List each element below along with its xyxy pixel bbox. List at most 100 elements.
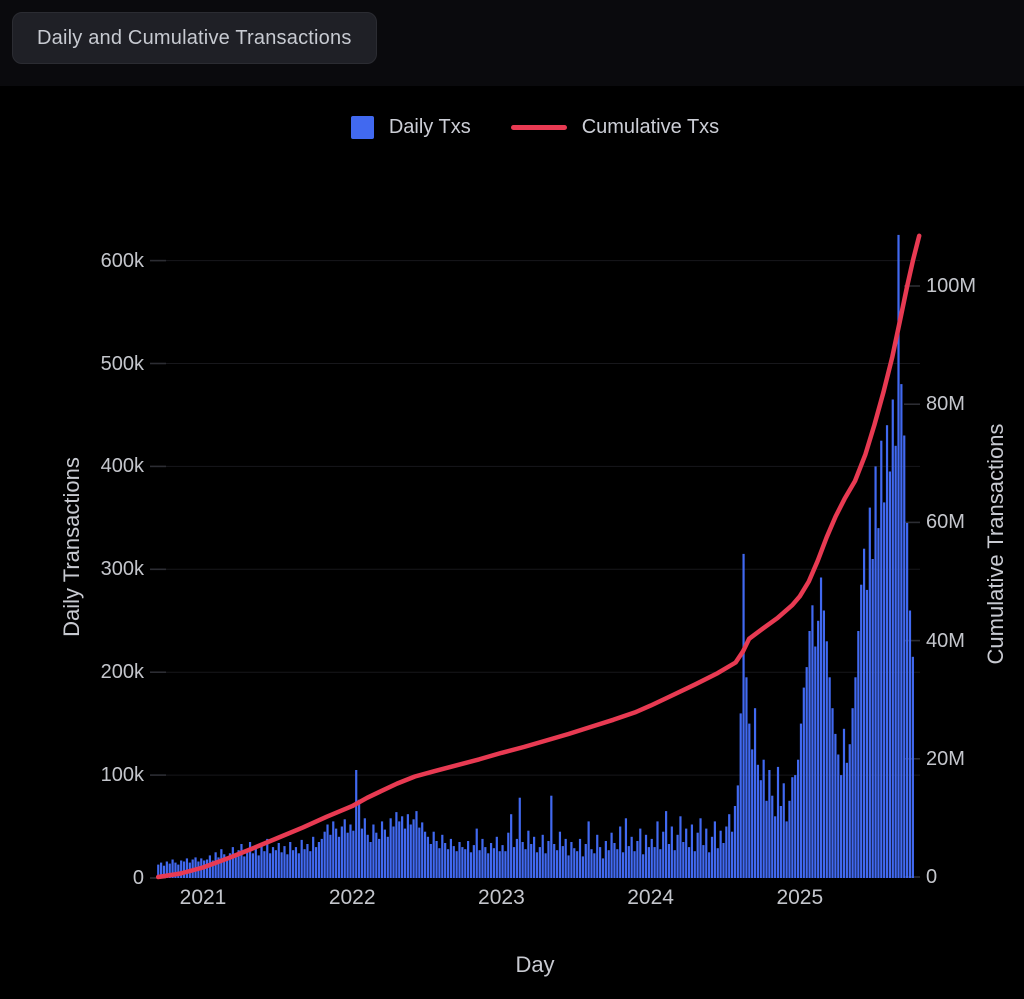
- daily-bar: [177, 864, 180, 878]
- daily-bar: [355, 770, 358, 878]
- daily-bar: [538, 847, 541, 878]
- daily-bar: [627, 846, 630, 878]
- daily-bar: [343, 819, 346, 878]
- daily-bar: [332, 821, 335, 878]
- daily-bar: [489, 843, 493, 878]
- daily-bar: [446, 849, 450, 878]
- daily-bar: [748, 723, 751, 878]
- daily-bar: [860, 584, 863, 878]
- daily-bar: [421, 822, 424, 878]
- daily-bar: [733, 806, 737, 878]
- daily-bar: [558, 831, 562, 878]
- daily-bar: [521, 842, 524, 878]
- daily-bar: [696, 832, 699, 878]
- daily-bar: [320, 838, 323, 878]
- daily-bar: [553, 844, 556, 878]
- daily-bar: [269, 853, 272, 878]
- daily-bar: [243, 856, 246, 878]
- daily-bar: [716, 848, 719, 878]
- daily-bar: [756, 764, 760, 878]
- daily-bar: [257, 855, 260, 878]
- daily-bar: [182, 861, 186, 878]
- daily-bar: [205, 859, 209, 878]
- daily-bar: [877, 528, 880, 878]
- daily-bar: [283, 846, 286, 878]
- daily-bar: [906, 523, 909, 878]
- daily-bar: [475, 828, 478, 878]
- daily-bar: [495, 836, 498, 878]
- daily-bar: [796, 759, 800, 878]
- daily-bar: [185, 858, 189, 878]
- daily-bar: [165, 861, 168, 878]
- daily-bar: [739, 713, 742, 878]
- daily-bar: [596, 834, 599, 878]
- daily-bar: [266, 838, 269, 878]
- daily-bar: [292, 850, 295, 878]
- legend-item-daily-txs[interactable]: Daily Txs: [350, 116, 471, 139]
- daily-bar: [223, 854, 226, 878]
- daily-bar: [785, 821, 788, 878]
- y-right-tick-label: 0: [926, 866, 938, 888]
- y-left-tick-label: 100k: [100, 764, 144, 787]
- daily-bar: [779, 806, 782, 878]
- daily-bar: [512, 847, 516, 878]
- daily-bar: [441, 834, 444, 878]
- daily-bar: [788, 800, 791, 878]
- daily-txs-swatch-icon: [350, 116, 374, 139]
- daily-bar: [828, 677, 831, 878]
- daily-bar: [226, 858, 229, 878]
- daily-bar: [647, 847, 650, 878]
- daily-bar: [297, 853, 300, 878]
- daily-bar: [791, 777, 794, 878]
- daily-bar: [639, 828, 642, 878]
- daily-bar: [366, 834, 369, 878]
- daily-bar: [231, 847, 234, 878]
- daily-bar: [524, 849, 527, 878]
- daily-bar: [234, 855, 237, 878]
- daily-bar: [903, 435, 906, 878]
- daily-bar: [337, 836, 341, 878]
- daily-bar: [467, 841, 470, 878]
- daily-bar: [518, 797, 521, 878]
- daily-bar: [378, 838, 381, 878]
- daily-bar: [730, 831, 734, 878]
- daily-bar: [834, 733, 837, 878]
- y-left-tick-label: 300k: [100, 558, 144, 581]
- daily-bar: [659, 849, 662, 878]
- daily-bar: [710, 836, 714, 878]
- daily-bar: [395, 812, 398, 878]
- daily-bar: [415, 811, 418, 878]
- daily-bar: [759, 780, 762, 878]
- daily-bar: [699, 818, 702, 878]
- cumulative-line: [155, 233, 922, 880]
- daily-bar: [667, 844, 671, 878]
- daily-bar: [418, 827, 421, 878]
- daily-bar: [403, 828, 407, 878]
- daily-bar: [871, 559, 874, 878]
- x-tick-label: 2025: [776, 886, 824, 909]
- daily-bar: [472, 845, 475, 878]
- daily-bar: [409, 824, 412, 878]
- daily-bar: [685, 828, 688, 878]
- daily-bar: [845, 762, 848, 878]
- daily-bar: [406, 814, 409, 878]
- daily-bar: [412, 819, 415, 878]
- y-right-tick-label: 20M: [926, 747, 965, 770]
- daily-bar: [607, 850, 610, 878]
- daily-bar: [240, 844, 243, 878]
- cumulative-txs-swatch-icon: [510, 125, 567, 130]
- daily-bar: [263, 851, 266, 878]
- y-left-tick-label: 600k: [100, 249, 144, 272]
- daily-bar: [719, 830, 722, 878]
- chart-title-badge[interactable]: Daily and Cumulative Transactions: [12, 12, 377, 64]
- daily-bar: [217, 857, 220, 878]
- daily-bar: [280, 852, 283, 878]
- daily-bar: [713, 821, 716, 878]
- daily-bar: [162, 865, 166, 878]
- daily-bar: [679, 816, 682, 878]
- daily-bar: [802, 687, 805, 878]
- y-right-tick-label: 100M: [926, 275, 977, 297]
- legend-item-cumulative-txs[interactable]: Cumulative Txs: [510, 116, 719, 139]
- daily-bar: [908, 610, 912, 878]
